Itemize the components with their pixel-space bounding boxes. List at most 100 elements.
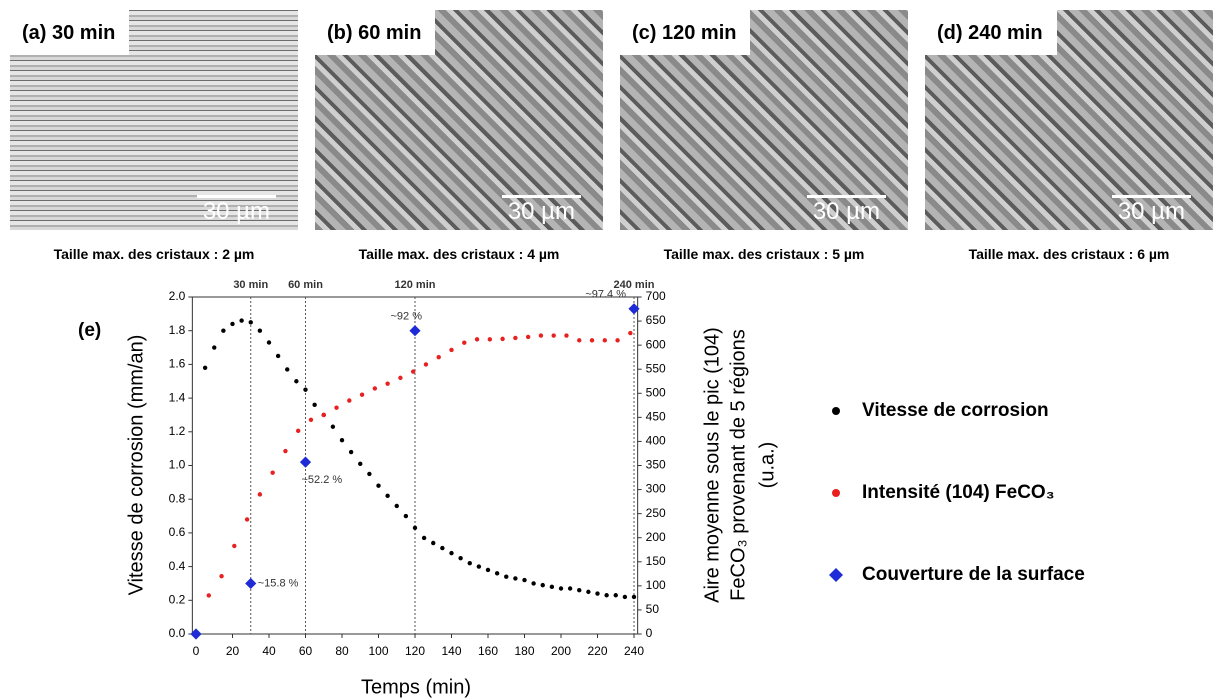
point	[487, 337, 493, 342]
panel-label: (a) 30 min	[10, 10, 130, 55]
diamond-point	[829, 568, 843, 582]
diamond-point	[409, 325, 421, 337]
point	[296, 428, 301, 434]
point	[525, 334, 531, 340]
point-label: ~92 %	[391, 311, 423, 323]
y2-tick-label: 0	[646, 626, 653, 640]
y2-tick-label: 300	[646, 482, 666, 496]
reference-label: 240 min	[614, 279, 655, 291]
point	[602, 338, 607, 343]
x-tick-label: 120	[405, 644, 425, 658]
point	[410, 369, 416, 374]
point	[540, 582, 545, 588]
legend-label: Couverture de la surface	[862, 564, 1085, 585]
y-tick-label: 1.6	[169, 357, 186, 371]
point	[219, 574, 224, 579]
y2-tick-label: 450	[646, 410, 666, 424]
reference-label: 30 min	[233, 279, 268, 291]
diamond-point	[245, 577, 257, 590]
point	[334, 405, 339, 410]
y2-tick-label: 100	[646, 578, 666, 592]
point	[239, 318, 244, 323]
point	[202, 365, 208, 370]
point	[586, 589, 591, 595]
point	[449, 550, 454, 556]
point	[330, 424, 336, 429]
point	[367, 471, 372, 477]
point	[244, 517, 250, 522]
x-tick-label: 180	[514, 644, 534, 658]
y-tick-label: 1.2	[169, 424, 186, 438]
x-tick-label: 200	[551, 644, 571, 658]
point	[372, 386, 378, 391]
y2-tick-label: 650	[646, 313, 666, 327]
point	[436, 354, 441, 360]
point	[558, 586, 564, 591]
point	[613, 593, 618, 598]
legend-label: Intensité (104) FeCO₃	[862, 482, 1055, 503]
point	[308, 417, 314, 422]
point	[474, 337, 480, 342]
point	[248, 320, 253, 325]
point	[504, 574, 509, 579]
point	[500, 336, 505, 342]
y-tick-label: 0.0	[169, 626, 186, 640]
point	[589, 338, 595, 343]
point	[339, 438, 345, 443]
point	[631, 594, 637, 600]
point-label: ~15.8 %	[258, 577, 299, 589]
point	[303, 387, 308, 392]
y2-tick-label: 250	[646, 506, 666, 520]
caption: Taille max. des cristaux : 5 µm	[663, 246, 865, 262]
y-tick-label: 1.0	[169, 458, 186, 472]
y2-tick-label: 150	[646, 554, 666, 568]
point	[604, 593, 609, 598]
point	[628, 330, 633, 336]
diamond-point	[190, 628, 202, 640]
y-axis-label: Vitesse de corrosion (mm/an)	[125, 335, 147, 596]
point	[283, 448, 288, 454]
point	[398, 375, 403, 381]
caption: Taille max. des cristaux : 4 µm	[358, 246, 560, 262]
panel-label: (d) 240 min	[925, 10, 1057, 55]
point	[403, 513, 409, 519]
y2-tick-label: 200	[646, 530, 666, 544]
point	[421, 535, 427, 541]
x-tick-label: 240	[624, 644, 644, 658]
point	[564, 333, 569, 338]
y2-tick-label: 500	[646, 385, 666, 399]
point	[321, 412, 326, 418]
y-tick-label: 0.4	[169, 559, 186, 573]
point	[221, 328, 226, 333]
point	[549, 584, 555, 590]
x-tick-label: 100	[368, 644, 388, 658]
point	[449, 347, 454, 353]
point	[476, 564, 482, 569]
y-tick-label: 0.8	[169, 491, 186, 505]
point	[577, 338, 582, 343]
point	[294, 379, 299, 384]
point	[622, 594, 628, 600]
point	[348, 449, 354, 455]
point	[538, 333, 544, 338]
sem-image: (c) 120 min 30 µm	[620, 10, 908, 230]
y-tick-label: 1.4	[169, 390, 186, 404]
point	[431, 540, 436, 546]
y2-axis-label: FeCO₃ provenant de 5 régions	[727, 329, 749, 601]
y2-tick-label: 400	[646, 434, 666, 448]
point	[412, 525, 418, 531]
scale-bar: 30 µm	[1111, 195, 1191, 226]
y-tick-label: 2.0	[169, 289, 186, 303]
point	[577, 587, 582, 593]
legend-label: Vitesse de corrosion	[862, 400, 1049, 421]
x-tick-label: 80	[335, 644, 349, 658]
x-tick-label: 220	[587, 644, 607, 658]
point	[467, 561, 472, 566]
point	[312, 402, 317, 408]
y-tick-label: 0.2	[169, 592, 186, 606]
x-tick-label: 20	[226, 644, 240, 658]
point	[531, 581, 536, 586]
point	[385, 381, 390, 386]
